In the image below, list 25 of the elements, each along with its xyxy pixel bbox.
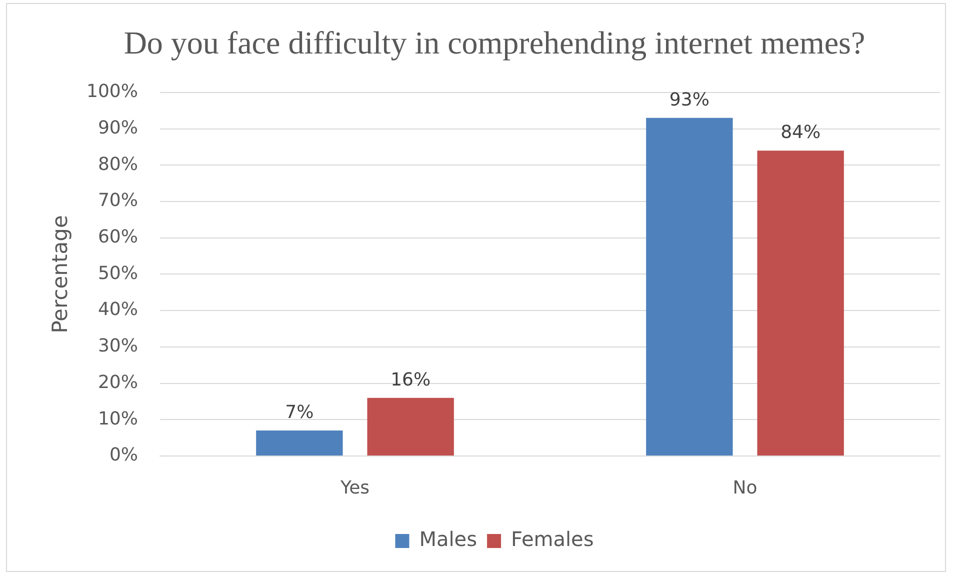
y-tick-label: 10% (98, 408, 138, 430)
data-label: 7% (285, 402, 314, 424)
data-label: 84% (780, 122, 821, 144)
y-tick-label: 100% (86, 81, 138, 102)
legend-label: Males (419, 527, 478, 552)
y-tick-label: 0% (109, 444, 138, 466)
data-label: 93% (669, 90, 710, 111)
y-tick-label: 40% (98, 299, 138, 320)
bar (256, 430, 343, 456)
y-tick-label: 90% (98, 117, 138, 138)
bar (757, 150, 844, 456)
bar (646, 118, 733, 456)
legend-label: Females (511, 527, 594, 552)
data-label: 16% (390, 369, 431, 390)
bar (367, 398, 454, 456)
y-tick-label: 20% (98, 372, 138, 393)
y-axis-title: Percentage (48, 215, 72, 334)
y-tick-label: 60% (98, 226, 138, 248)
x-tick-label: No (732, 477, 758, 498)
y-tick-label: 30% (98, 336, 138, 357)
x-tick-label: Yes (339, 477, 370, 498)
chart-title: Do you face difficulty in comprehending internet memes? (124, 24, 866, 61)
y-tick-label: 50% (98, 262, 138, 284)
y-tick-label: 70% (98, 190, 138, 212)
y-tick-label: 80% (98, 154, 138, 175)
